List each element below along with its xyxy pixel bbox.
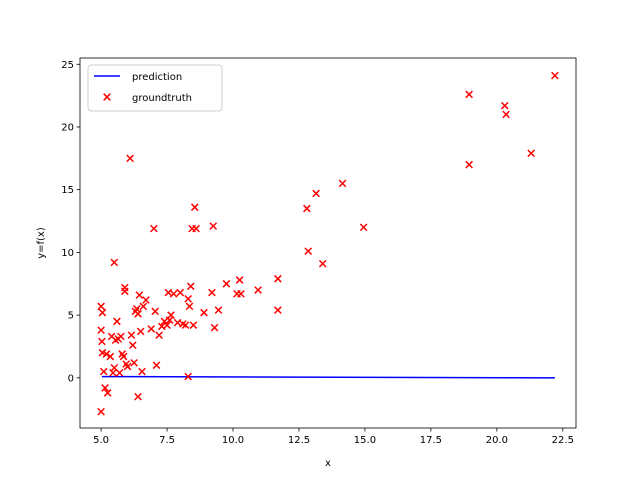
- groundtruth-point: [126, 154, 134, 163]
- groundtruth-point: [138, 367, 146, 376]
- groundtruth-point: [128, 341, 137, 350]
- y-tick-label: 25: [61, 60, 74, 71]
- x-tick-label: 17.5: [420, 435, 442, 446]
- groundtruth-point: [208, 288, 216, 297]
- groundtruth-point: [200, 308, 208, 317]
- groundtruth-point: [465, 90, 473, 99]
- x-tick-label: 20.0: [486, 435, 508, 446]
- groundtruth-point: [235, 276, 244, 284]
- groundtruth-point: [97, 407, 105, 416]
- groundtruth-point: [274, 306, 282, 314]
- legend-groundtruth-x: [103, 93, 111, 101]
- groundtruth-point: [237, 289, 245, 298]
- groundtruth-point: [169, 289, 178, 298]
- groundtruth-point: [147, 325, 156, 333]
- groundtruth-point: [192, 224, 200, 233]
- groundtruth-point: [123, 362, 132, 371]
- y-axis: 0 5 10 15 20 25: [61, 60, 80, 384]
- y-tick-label: 15: [61, 185, 74, 196]
- groundtruth-point: [254, 286, 262, 294]
- groundtruth-point: [304, 247, 313, 255]
- groundtruth-point: [185, 302, 194, 311]
- groundtruth-point: [110, 258, 119, 267]
- series-layer: [97, 71, 559, 416]
- groundtruth-point: [119, 352, 128, 361]
- groundtruth-point: [117, 332, 125, 341]
- groundtruth-point: [127, 331, 136, 340]
- groundtruth-point: [101, 384, 109, 392]
- groundtruth-point: [142, 296, 150, 304]
- groundtruth-point: [103, 389, 112, 397]
- groundtruth-point: [184, 372, 193, 381]
- y-axis-label: y=f(x): [36, 227, 47, 259]
- x-tick-label: 12.5: [288, 435, 310, 446]
- groundtruth-point: [152, 361, 161, 370]
- groundtruth-point: [97, 302, 105, 311]
- legend: prediction groundtruth: [87, 64, 223, 112]
- groundtruth-point: [502, 110, 510, 119]
- groundtruth-point: [115, 368, 124, 377]
- groundtruth-point: [359, 223, 368, 232]
- groundtruth-point: [209, 222, 218, 230]
- groundtruth-point: [113, 317, 121, 326]
- y-tick-label: 0: [68, 373, 74, 384]
- groundtruth-point: [186, 282, 195, 291]
- x-tick-label: 7.5: [159, 435, 175, 446]
- groundtruth-point: [222, 279, 231, 288]
- y-tick-label: 10: [61, 248, 74, 259]
- groundtruth-point: [338, 179, 347, 188]
- plot-frame: [79, 57, 577, 429]
- groundtruth-point: [303, 204, 311, 213]
- groundtruth-point: [155, 331, 163, 340]
- x-tick-label: 22.5: [552, 435, 574, 446]
- x-axis: 5.0 7.5 10.0 12.5 15.0 17.5 20.0 22.5: [93, 428, 574, 446]
- groundtruth-point: [163, 321, 171, 329]
- groundtruth-point: [189, 321, 198, 329]
- legend-box: [87, 64, 223, 112]
- groundtruth-point: [190, 203, 199, 212]
- groundtruth-point: [184, 294, 193, 303]
- groundtruth-point: [99, 367, 108, 376]
- groundtruth-point: [176, 288, 185, 297]
- groundtruth-point: [139, 302, 148, 311]
- groundtruth-point: [500, 101, 509, 110]
- groundtruth-point: [181, 321, 190, 329]
- groundtruth-point: [318, 259, 327, 268]
- legend-label-groundtruth: groundtruth: [132, 93, 192, 104]
- groundtruth-point: [214, 306, 223, 314]
- groundtruth-point: [106, 352, 115, 361]
- x-axis-label: x: [325, 458, 331, 469]
- groundtruth-point: [136, 327, 145, 336]
- legend-groundtruth-marker: [103, 93, 111, 101]
- legend-label-prediction: prediction: [132, 72, 182, 83]
- x-tick-label: 5.0: [93, 435, 109, 446]
- groundtruth-point: [527, 149, 535, 158]
- x-tick-label: 10.0: [222, 435, 244, 446]
- groundtruth-point: [312, 189, 320, 198]
- groundtruth-point: [98, 337, 106, 346]
- x-tick-label: 15.0: [354, 435, 376, 446]
- groundtruth-point: [130, 358, 138, 367]
- groundtruth-point: [465, 160, 473, 169]
- groundtruth-point: [167, 311, 175, 319]
- prediction-line: [101, 375, 555, 379]
- groundtruth-point: [134, 392, 142, 401]
- groundtruth-point: [135, 291, 144, 299]
- groundtruth-point: [551, 71, 559, 80]
- groundtruth-point: [210, 323, 219, 332]
- groundtruth-point: [150, 224, 158, 233]
- y-tick-label: 20: [61, 122, 74, 133]
- groundtruth-point: [274, 274, 282, 283]
- y-tick-label: 5: [68, 311, 74, 322]
- groundtruth-point: [102, 350, 111, 358]
- groundtruth-point: [98, 308, 107, 317]
- groundtruth-point: [151, 307, 160, 316]
- plot-area: [79, 57, 577, 429]
- groundtruth-point: [134, 310, 142, 318]
- groundtruth-point: [97, 326, 105, 334]
- groundtruth-point: [121, 287, 129, 296]
